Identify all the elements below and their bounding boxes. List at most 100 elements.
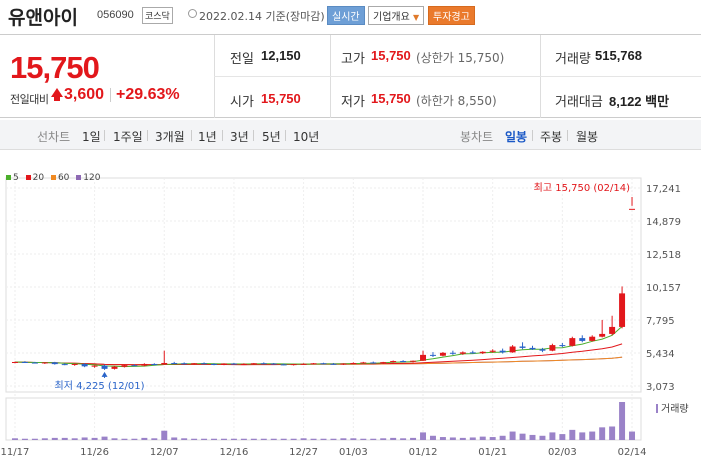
volume-bar (211, 438, 218, 440)
legend-swatch (50, 175, 56, 180)
volume-bar (81, 437, 88, 440)
volume-bar (131, 438, 138, 440)
volume-bar (101, 436, 108, 440)
x-tick-label: 01/12 (409, 447, 438, 458)
volume-bar (380, 438, 387, 440)
volume-bar (11, 438, 18, 440)
candle-monthly[interactable]: 월봉 (576, 130, 599, 144)
volume-bar (539, 435, 546, 440)
volume-bar (569, 429, 576, 440)
volume-bar (71, 438, 78, 440)
candle-body (81, 363, 88, 367)
volume-bar (619, 402, 626, 440)
volume-bar (330, 438, 337, 440)
diff-value: 3,600 (64, 86, 105, 103)
candle-body (529, 347, 536, 350)
period-1w[interactable]: 1주일 (113, 130, 143, 144)
volume-bar (300, 438, 307, 440)
candle-body (250, 363, 257, 365)
candle-body (290, 364, 297, 366)
candle-body (489, 350, 496, 352)
volume-bar (320, 438, 327, 440)
volume-bar (171, 437, 178, 440)
volume-bar (220, 438, 227, 440)
company-overview-button[interactable]: 기업개요 ▼ (368, 6, 425, 25)
divider (110, 88, 111, 102)
chart-toolbar: 선차트 1일 1주일 3개월 1년 3년 5년 10년 봉차트 일봉 주봉 월봉 (0, 120, 701, 150)
volume-value: 515,768 (595, 48, 642, 63)
period-3m[interactable]: 3개월 (155, 130, 185, 144)
divider (253, 130, 254, 141)
candle-body (459, 352, 466, 354)
divider (532, 130, 533, 141)
candle-body (171, 362, 178, 364)
volume-bar (599, 427, 606, 440)
volume-bar (499, 435, 506, 440)
volume-bar (469, 437, 476, 440)
candle-body (61, 364, 68, 366)
legend-swatch (6, 175, 11, 180)
open-value: 15,750 (261, 91, 301, 106)
candle-body (270, 363, 277, 365)
volume-bar (111, 438, 118, 440)
volume-bar (390, 437, 397, 440)
divider (222, 130, 223, 141)
candle-body (121, 365, 128, 367)
x-tick-label: 01/03 (339, 447, 368, 458)
y-tick-label: 17,241 (646, 184, 681, 195)
low-label: 저가 (341, 95, 365, 110)
period-1y[interactable]: 1년 (198, 130, 217, 144)
volume-bar (410, 437, 417, 440)
high-value: 15,750 (371, 48, 411, 63)
candle-body (201, 363, 208, 365)
period-3y[interactable]: 3년 (230, 130, 249, 144)
candle-body (370, 362, 377, 364)
low-value: 15,750 (371, 91, 411, 106)
y-tick-label: 7,795 (646, 316, 675, 327)
legend-ma5: 5 (13, 173, 19, 183)
period-1d[interactable]: 1일 (82, 130, 101, 144)
candle-body (509, 346, 516, 353)
volume-bar (559, 434, 566, 440)
price-panel: 15,750 전일대비 3,600 +29.63% 전일 12,150 고가 1… (0, 34, 701, 118)
market-badge: 코스닥 (142, 7, 173, 24)
period-5y[interactable]: 5년 (262, 130, 281, 144)
diff-rate: +29.63% (116, 86, 180, 103)
candle-body (589, 336, 596, 341)
period-10y[interactable]: 10년 (293, 130, 320, 144)
volume-bar (340, 438, 347, 440)
candle-body (519, 346, 526, 348)
candle-body (360, 362, 367, 364)
candle-body (439, 352, 446, 356)
upper-limit: (상한가 15,750) (416, 51, 505, 65)
volume-bar (439, 437, 446, 440)
candle-body (539, 349, 546, 351)
investment-warning-badge[interactable]: 투자경고 (428, 6, 475, 25)
up-arrow-icon (51, 88, 63, 97)
candle-body (599, 333, 606, 337)
volume-plot-frame (5, 397, 642, 441)
candle-body (161, 362, 168, 365)
candle-body (400, 361, 407, 363)
candle-weekly[interactable]: 주봉 (540, 130, 563, 144)
volume-bar (400, 438, 407, 440)
volume-bar (459, 437, 466, 440)
caret-down-icon: ▼ (413, 13, 420, 22)
realtime-button[interactable]: 실시간 (327, 6, 365, 25)
candle-body (549, 345, 556, 351)
divider (191, 130, 192, 141)
candle-body (111, 366, 118, 369)
legend-swatch (76, 175, 82, 180)
divider (104, 130, 105, 141)
volume-bar (240, 438, 247, 440)
x-tick-label: 12/07 (150, 447, 179, 458)
volume-bar (290, 438, 297, 440)
stock-header: 유앤아이 056090 코스닥 2022.02.14 기준(장마감) 실시간 기… (0, 0, 701, 30)
volume-bar (21, 438, 28, 440)
volume-bar (609, 426, 616, 440)
volume-bar (549, 432, 556, 440)
candle-body (569, 338, 576, 346)
candle-daily[interactable]: 일봉 (505, 130, 528, 144)
prev-close-value: 12,150 (261, 48, 301, 63)
candle-body (101, 365, 108, 369)
